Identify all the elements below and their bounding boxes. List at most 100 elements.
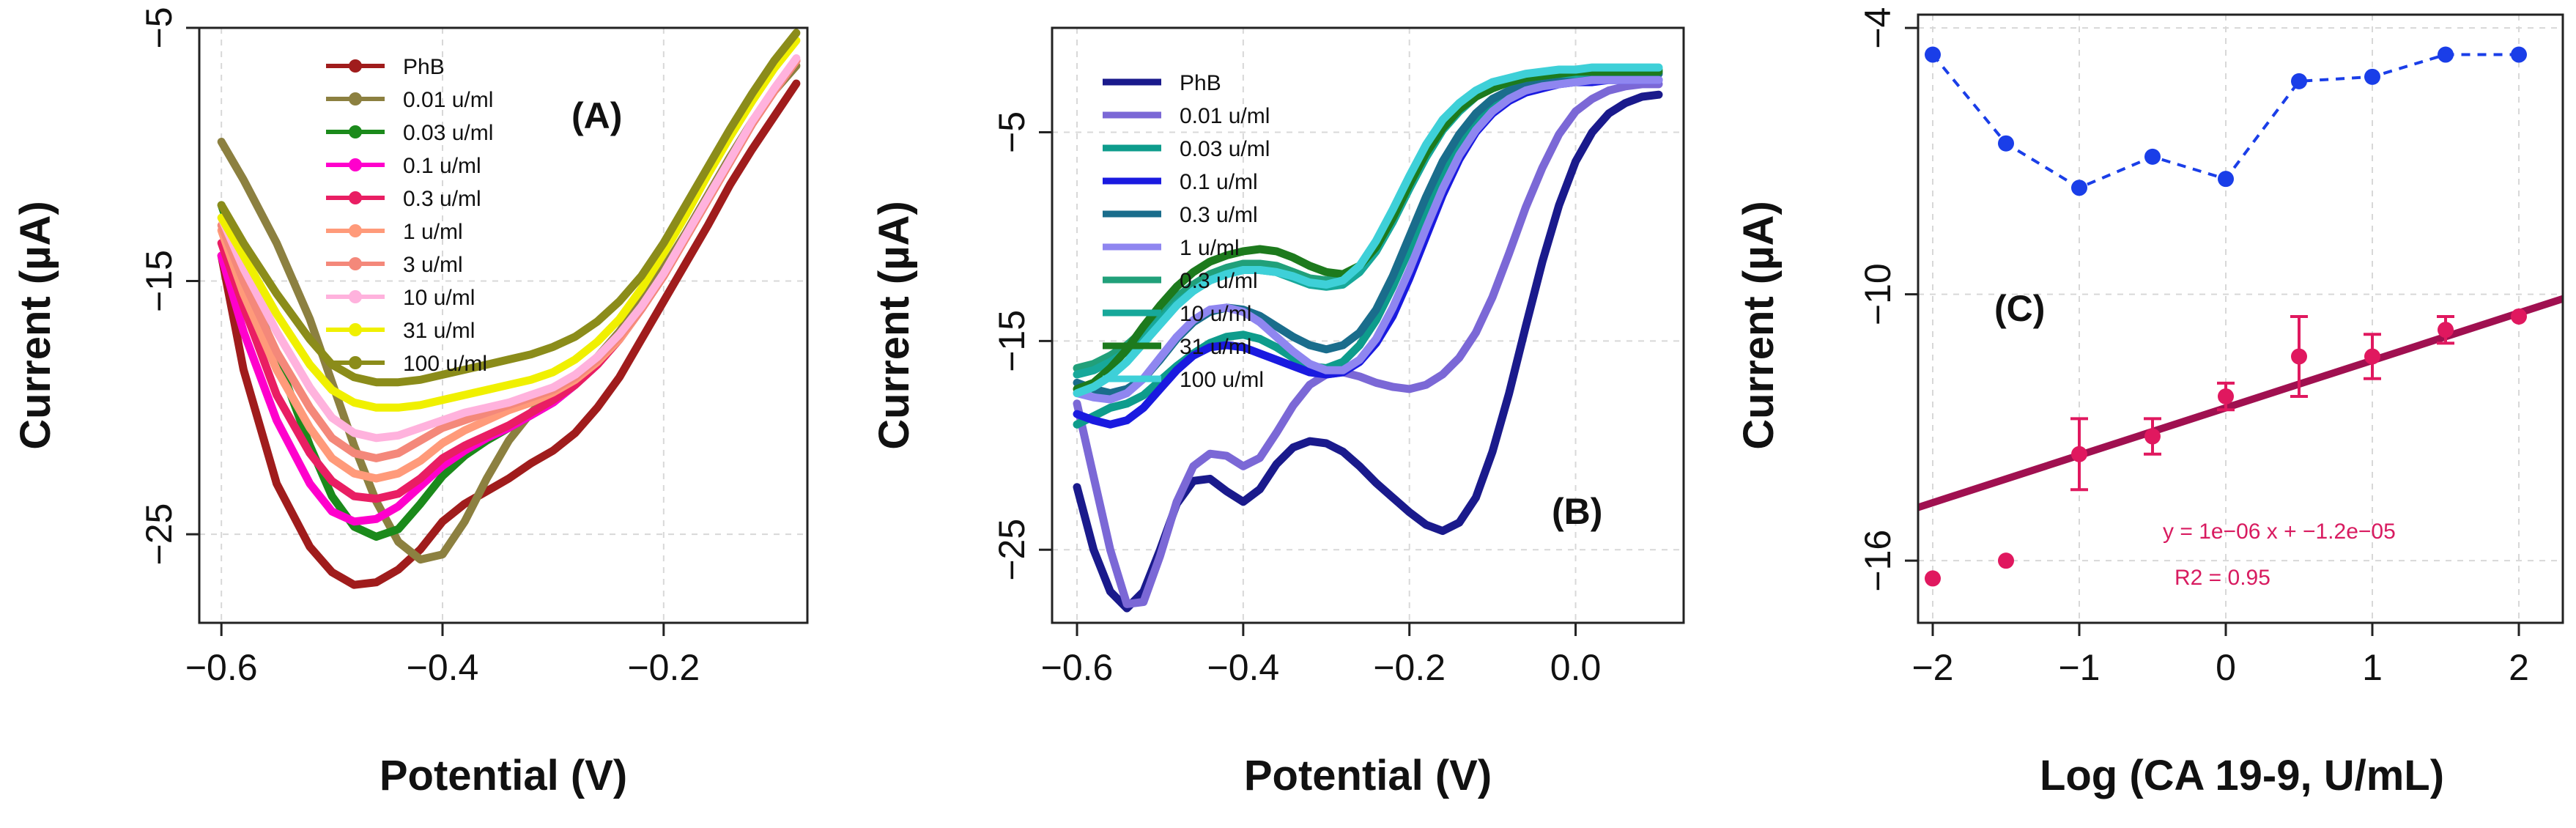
chart-a-panel-label: (A) xyxy=(571,95,622,136)
chart-b: −0.6 −0.4 −0.2 0.0 −5 −15 −25 PhB 0.01 u/ml 0.03… xyxy=(870,26,1685,799)
chart-a-legend-marker xyxy=(349,290,362,303)
chart-c-x-tick-label: 2 xyxy=(2509,647,2529,688)
chart-c-plot-frame xyxy=(1917,13,2564,624)
chart-a-legend-label: 0.03 u/ml xyxy=(403,121,493,145)
chart-b-legend-label: 10 u/ml xyxy=(1180,302,1251,326)
chart-a-legend-label: 10 u/ml xyxy=(403,286,475,310)
chart-b-legend-label: 0.3 u/ml xyxy=(1180,203,1258,227)
chart-a-legend-label: 0.01 u/ml xyxy=(403,88,493,112)
chart-c-r2-annotation: R2 = 0.95 xyxy=(2175,566,2270,590)
chart-a-legend-label: 0.1 u/ml xyxy=(403,154,481,178)
chart-c-fit-line xyxy=(1917,295,2564,511)
chart-b-legend-label: 0.03 u/ml xyxy=(1180,137,1270,161)
chart-a-legend-label: 3 u/ml xyxy=(403,253,463,277)
chart-c-point-1 xyxy=(2364,348,2380,365)
chart-c-series xyxy=(1917,46,2564,587)
chart-a-legend-marker xyxy=(349,323,362,336)
chart-a-y-tick-label: −25 xyxy=(138,503,179,566)
chart-a-series-line-9 xyxy=(217,29,801,387)
chart-c-point-1 xyxy=(2438,322,2454,339)
chart-b-legend-label: 100 u/ml xyxy=(1180,368,1264,392)
chart-a-legend-marker xyxy=(349,59,362,73)
chart-a-legend-marker xyxy=(349,356,362,369)
chart-a-legend-marker xyxy=(349,158,362,171)
chart-b-legend: PhB 0.01 u/ml 0.03 u/ml 0.1 u/ml 0.3 u/ml 1 u… xyxy=(1103,71,1270,392)
chart-b-series xyxy=(1073,63,1663,613)
chart-c-point-0 xyxy=(2218,171,2234,188)
chart-a-legend-marker xyxy=(349,92,362,106)
chart-c-panel-label: (C) xyxy=(1994,288,2045,329)
chart-a-series-line-5 xyxy=(217,56,801,483)
chart-c-point-0 xyxy=(2144,148,2161,165)
chart-b-legend-label: 0.01 u/ml xyxy=(1180,104,1270,128)
chart-a-legend-marker xyxy=(349,125,362,138)
chart-a: −0.6 −0.4 −0.2 −5 −15 −25 PhB 0.01 u/ml 0.03 u/… xyxy=(12,7,809,799)
chart-a-x-tick-label: −0.6 xyxy=(185,647,258,688)
chart-a-series-line-2 xyxy=(217,56,801,541)
chart-b-x-axis-label: Potential (V) xyxy=(1244,752,1492,799)
chart-c-y-tick-label: −10 xyxy=(1857,263,1898,325)
chart-b-axes: −0.6 −0.4 −0.2 0.0 −5 −15 −25 xyxy=(991,111,1601,688)
chart-a-legend-marker xyxy=(349,224,362,237)
chart-b-panel-label: (B) xyxy=(1552,491,1602,532)
chart-b-y-tick-label: −15 xyxy=(991,310,1032,372)
chart-c-y-tick-label: −16 xyxy=(1857,530,1898,592)
chart-c-point-0 xyxy=(2511,46,2527,63)
chart-c-point-1 xyxy=(2291,348,2307,365)
chart-b-legend-label: 1 u/ml xyxy=(1180,236,1240,260)
chart-c-grid xyxy=(1918,15,2563,623)
chart-b-x-tick-label: −0.6 xyxy=(1041,647,1114,688)
chart-a-x-tick-label: −0.2 xyxy=(627,647,700,688)
chart-a-legend-label: 31 u/ml xyxy=(403,319,475,343)
chart-b-y-tick-label: −25 xyxy=(991,519,1032,581)
chart-c-point-0 xyxy=(1925,46,1941,63)
chart-a-legend-label: 1 u/ml xyxy=(403,220,463,244)
chart-c-fit-equation: y = 1e−06 x + −1.2e−05 xyxy=(2163,520,2396,544)
chart-c-y-axis-label: Current (µA) xyxy=(1735,201,1783,450)
chart-a-series-line-8 xyxy=(217,36,801,412)
chart-c-x-axis-label: Log (CA 19-9, U/mL) xyxy=(2040,752,2444,799)
chart-c-point-0 xyxy=(2364,68,2380,85)
chart-a-legend-label: 100 u/ml xyxy=(403,352,487,376)
chart-c: −2 −1 0 1 2−4−10−16 (C) y = 1e−06 x + −1.2e−… xyxy=(1735,7,2564,799)
chart-a-legend: PhB 0.01 u/ml 0.03 u/ml 0.1 u/ml 0.3 u/ml 1 u… xyxy=(326,55,493,376)
chart-b-grid xyxy=(1052,28,1684,623)
chart-b-y-axis-label: Current (µA) xyxy=(870,201,918,450)
chart-a-x-axis-label: Potential (V) xyxy=(380,752,627,799)
chart-a-y-axis-label: Current (µA) xyxy=(12,201,59,450)
chart-a-plot-frame xyxy=(198,26,809,624)
chart-a-axes: −0.6 −0.4 −0.2 −5 −15 −25 xyxy=(138,7,700,688)
chart-c-point-0 xyxy=(1998,135,2014,152)
chart-c-point-1 xyxy=(1925,570,1941,587)
chart-c-point-1 xyxy=(2511,308,2527,325)
chart-c-x-tick-label: 1 xyxy=(2362,647,2383,688)
chart-a-grid xyxy=(199,27,807,623)
chart-c-point-0 xyxy=(2291,73,2307,89)
chart-c-y-tick-label: −4 xyxy=(1857,7,1898,49)
chart-a-legend-marker xyxy=(349,257,362,270)
chart-b-series-line-9 xyxy=(1073,63,1663,398)
chart-a-series-line-7 xyxy=(217,54,801,443)
chart-b-series-line-1 xyxy=(1073,80,1663,608)
chart-a-x-tick-label: −0.4 xyxy=(407,647,479,688)
chart-c-x-tick-label: −2 xyxy=(1911,647,1953,688)
chart-c-point-0 xyxy=(2438,46,2454,63)
chart-c-point-1 xyxy=(2218,388,2234,405)
chart-a-legend-label: 0.3 u/ml xyxy=(403,187,481,211)
chart-c-point-0 xyxy=(2071,180,2087,196)
chart-b-legend-label: 0.1 u/ml xyxy=(1180,170,1258,194)
chart-b-x-tick-label: −0.2 xyxy=(1373,647,1446,688)
chart-b-y-tick-label: −5 xyxy=(991,111,1032,153)
chart-c-point-1 xyxy=(2071,446,2087,462)
chart-b-x-tick-label: −0.4 xyxy=(1207,647,1280,688)
chart-c-x-tick-label: −1 xyxy=(2058,647,2100,688)
chart-a-series xyxy=(217,29,801,589)
chart-c-point-1 xyxy=(2144,428,2161,445)
chart-b-series-line-5 xyxy=(1073,75,1663,404)
chart-c-x-tick-label: 0 xyxy=(2216,647,2236,688)
chart-b-legend-label: PhB xyxy=(1180,71,1221,95)
chart-b-legend-label: 31 u/ml xyxy=(1180,335,1251,359)
chart-b-x-tick-label: 0.0 xyxy=(1550,647,1602,688)
chart-c-axes: −2 −1 0 1 2−4−10−16 xyxy=(1857,7,2529,688)
